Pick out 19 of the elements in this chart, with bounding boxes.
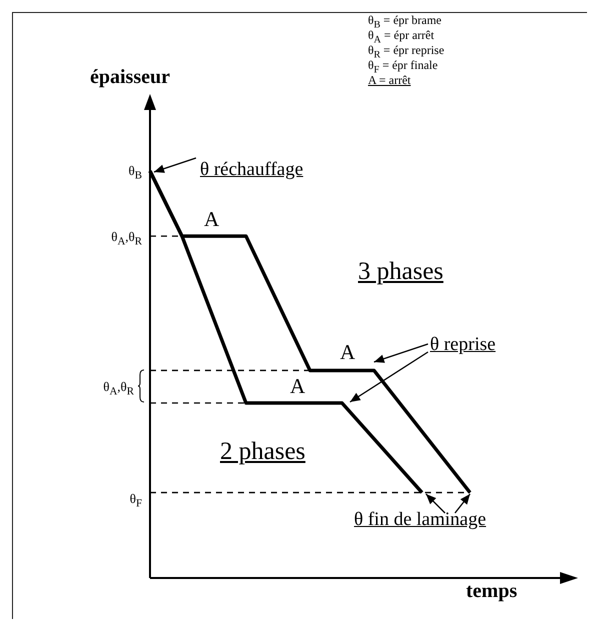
text: A = arrêt <box>368 73 411 88</box>
annotation: A <box>290 374 306 398</box>
annotation: A <box>340 340 356 364</box>
text: θ$_{A}$ = épr arrêt <box>368 28 434 46</box>
annotation: θ fin de laminage <box>354 509 486 531</box>
x-axis-title: temps <box>466 580 518 603</box>
text: θ$_{A}$,θ$_{R}$ <box>111 229 142 248</box>
text: θ$_{B}$ = épr brame <box>368 13 442 30</box>
annotation: 2 phases <box>220 438 306 466</box>
text: θ$_{A}$,θ$_{R}$ <box>103 379 134 398</box>
y-axis-title: épaisseur <box>90 66 170 89</box>
text: θ$_{F}$ = épr finale <box>368 58 438 76</box>
annotation: θ reprise <box>430 334 496 356</box>
annotation: 3 phases <box>358 258 444 286</box>
text: θ$_{R}$ = épr reprise <box>368 43 444 60</box>
text: θ$_{B}$ <box>128 163 142 182</box>
annotation: θ réchauffage <box>200 159 304 181</box>
annotation: A <box>204 207 220 232</box>
text: θ$_{F}$ <box>130 491 142 510</box>
